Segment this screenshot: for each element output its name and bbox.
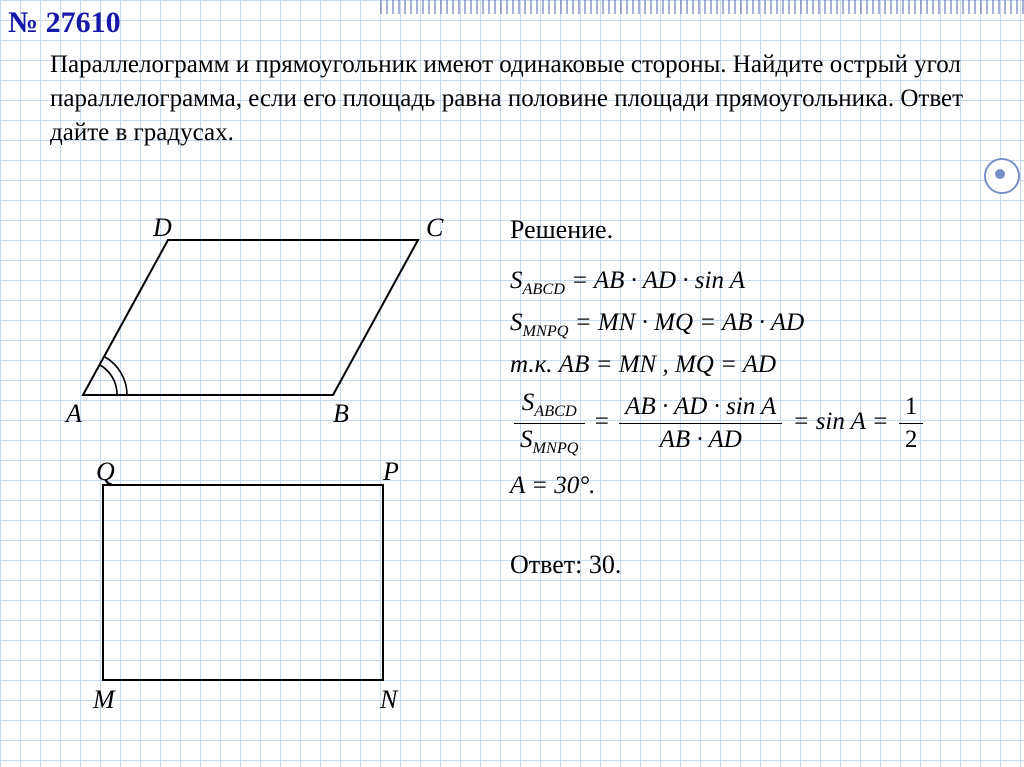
sub-mnpq-1: MNPQ [523, 322, 569, 340]
frac-l-den-s: S [520, 426, 533, 453]
label-d: D [152, 213, 172, 242]
frac-mid-den: AB · AD [619, 424, 782, 454]
geometry-svg: A B C D Q P N M [48, 210, 478, 730]
label-b: B [333, 399, 349, 428]
decor-circle-icon [984, 158, 1020, 194]
solution-title: Решение. [510, 215, 1004, 245]
sub-abcd-1: ABCD [523, 280, 565, 298]
frac-l-num-s: S [522, 389, 535, 416]
decor-top-hatch [380, 0, 1024, 14]
frac-l-den-sub: MNPQ [533, 439, 579, 457]
label-n: N [379, 685, 399, 714]
eq-sign-1: = [595, 408, 615, 435]
eq-line-4: SABCD SMNPQ = AB · AD · sin A AB · AD = … [510, 389, 1004, 458]
angle-arc-inner [100, 365, 117, 395]
eq-line-1: SABCD = AB · AD · sin A [510, 267, 1004, 299]
answer-line: Ответ: 30. [510, 550, 1004, 580]
frac-mid-num: AB · AD · sin A [619, 393, 782, 424]
frac-half-num: 1 [899, 393, 924, 424]
answer-label: Ответ: [510, 550, 589, 579]
label-a: A [64, 399, 82, 428]
problem-number: № 27610 [8, 6, 121, 40]
parallelogram-abcd [83, 240, 418, 395]
eq-line-2: SMNPQ = MN · MQ = AB · AD [510, 309, 1004, 341]
frac-left: SABCD SMNPQ [514, 389, 585, 458]
page: № 27610 Параллелограмм и прямоугольник и… [0, 0, 1024, 767]
frac-l-num-sub: ABCD [534, 402, 576, 420]
answer-value: 30. [589, 550, 622, 579]
frac-mid: AB · AD · sin A AB · AD [619, 393, 782, 453]
sym-s1: S [510, 267, 523, 294]
frac-half-den: 2 [899, 424, 924, 454]
eq-line-5: A = 30°. [510, 472, 1004, 500]
label-m: M [92, 685, 116, 714]
eq-line-3: т.к. AB = MN , MQ = AD [510, 351, 1004, 379]
frac-half: 1 2 [899, 393, 924, 453]
label-q: Q [96, 457, 115, 486]
label-c: C [426, 213, 444, 242]
eq1-rest: = AB · AD · sin A [565, 267, 745, 294]
rectangle-mnpq [103, 485, 383, 680]
eq2-rest: = MN · MQ = AB · AD [569, 309, 805, 336]
solution-block: Решение. SABCD = AB · AD · sin A SMNPQ =… [510, 215, 1004, 580]
label-p: P [382, 457, 399, 486]
sym-s2: S [510, 309, 523, 336]
eq4-after: = sin A = [793, 408, 895, 435]
problem-statement: Параллелограмм и прямоугольник имеют оди… [50, 48, 996, 149]
figures-area: A B C D Q P N M [48, 210, 478, 730]
